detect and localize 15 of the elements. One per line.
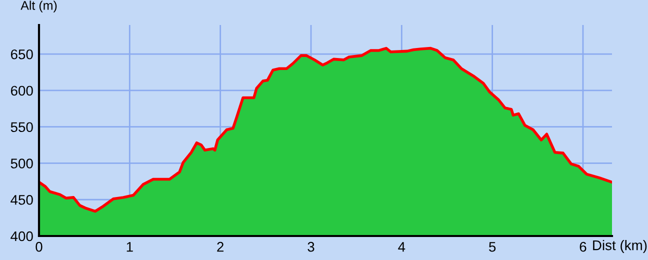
x-tick-label: 2 <box>217 242 224 252</box>
y-axis-title: Alt (m) <box>20 0 57 12</box>
y-tick-label: 550 <box>10 122 33 132</box>
x-tick-label: 3 <box>308 242 314 252</box>
x-axis-title: Dist (km) <box>593 240 647 253</box>
y-tick-label: 650 <box>10 49 33 60</box>
y-tick-label: 400 <box>10 231 33 242</box>
x-tick-label: 4 <box>398 242 406 252</box>
x-tick-label: 5 <box>489 242 496 252</box>
x-tick-label: 0 <box>36 242 42 252</box>
x-tick-label: 1 <box>126 242 133 252</box>
x-tick-label: 6 <box>580 242 586 252</box>
y-tick-label: 600 <box>10 86 33 96</box>
y-tick-label: 500 <box>10 158 33 168</box>
y-tick-label: 450 <box>10 194 33 205</box>
